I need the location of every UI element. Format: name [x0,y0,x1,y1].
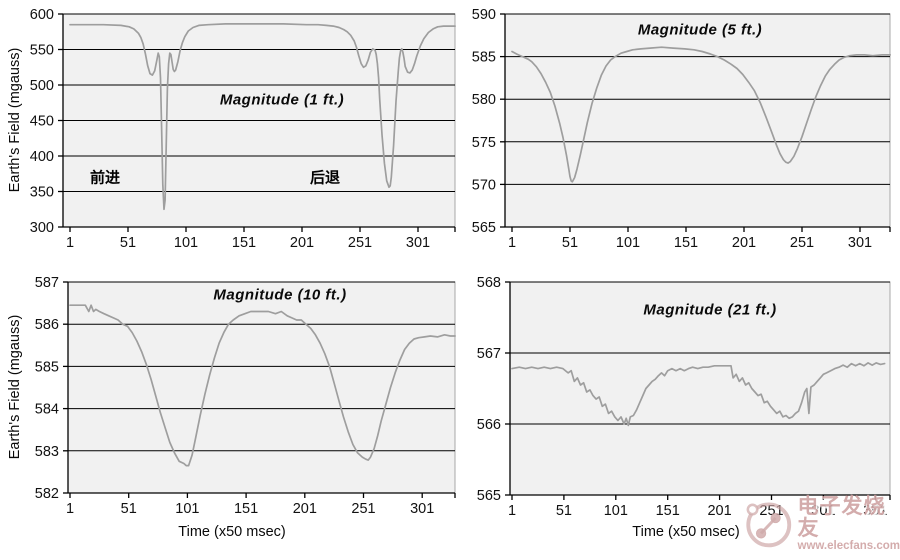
x-axis-title: Time (x50 msec) [178,524,286,540]
y-axis-title: Earth's Field (mgauss) [7,314,23,460]
y-axis-title: Earth's Field (mgauss) [7,47,23,193]
chart-panel-5ft: 565 570 575 580 585 590 1 51 101 151 201 251 301 Mag… [460,0,900,268]
x-tick-label: 301 [848,235,872,251]
y-tick-label: 585 [472,50,496,66]
y-tick-label: 565 [472,220,496,236]
y-tick-label: 582 [35,486,59,502]
y-tick-label: 500 [30,78,54,94]
y-tick-label: 583 [35,444,59,460]
y-tick-label: 580 [472,92,496,108]
data-line [511,362,886,427]
x-tick-label: 101 [616,235,640,251]
x-tick-label: 201 [707,503,731,519]
x-tick-label: 151 [234,501,258,517]
x-tick-label: 251 [790,235,814,251]
annotation-forward: 前进 [89,169,121,187]
x-tick-label: 151 [232,235,256,251]
x-tick-label: 51 [562,235,578,251]
y-tick-label: 568 [477,275,501,291]
y-tick-label: 400 [30,149,54,165]
x-tick-label: 1 [508,503,516,519]
x-axis-title: Time (x50 msec) [632,524,740,540]
y-tick-label: 350 [30,185,54,201]
x-tick-label: 201 [290,235,314,251]
x-tick-label: 251 [348,235,372,251]
x-tick-label: 151 [674,235,698,251]
y-tick-label: 587 [35,275,59,291]
x-tick-label: 251 [759,503,783,519]
plot-area [504,13,891,228]
y-tick-label: 450 [30,114,54,130]
x-tick-label: 301 [410,501,434,517]
y-tick-label: 550 [30,43,54,59]
x-tick-label: 51 [121,501,137,517]
x-tick-label: 1 [66,501,74,517]
y-tick-label: 300 [30,220,54,236]
data-line [69,304,456,467]
x-tick-label: 1 [508,235,516,251]
plot-area [67,281,456,494]
chart-panel-21ft: 565 566 567 568 1 51 101 151 201 251 301 351 Magnit… [460,270,900,560]
y-tick-label: 567 [477,346,501,362]
x-tick-label: 201 [732,235,756,251]
chart-title-10ft: Magnitude (10 ft.) [213,286,347,304]
y-tick-label: 584 [35,402,59,418]
chart-title-1ft: Magnitude (1 ft.) [219,91,345,109]
x-tick-label: 151 [656,503,680,519]
data-line [69,23,456,211]
y-tick-label: 586 [35,317,59,333]
y-tick-label: 585 [35,359,59,375]
x-tick-label: 301 [811,503,835,519]
y-tick-label: 570 [472,177,496,193]
y-tick-label: 575 [472,135,496,151]
x-tick-label: 101 [174,235,198,251]
x-tick-label: 351 [863,503,887,519]
y-tick-label: 600 [30,7,54,23]
x-tick-label: 51 [120,235,136,251]
y-tick-label: 565 [477,488,501,504]
x-tick-label: 1 [66,235,74,251]
x-tick-label: 251 [351,501,375,517]
x-tick-label: 51 [556,503,572,519]
chart-title-5ft: Magnitude (5 ft.) [637,21,763,39]
x-tick-label: 301 [406,235,430,251]
data-line [511,46,892,183]
y-tick-label: 566 [477,417,501,433]
x-tick-label: 101 [604,503,628,519]
chart-title-21ft: Magnitude (21 ft.) [643,301,777,319]
annotation-backward: 后退 [309,169,341,187]
chart-panel-1ft: 300 350 400 450 500 550 600 1 51 101 151 201 251 301 … [0,0,460,268]
x-tick-label: 201 [293,501,317,517]
plot-area [509,281,891,496]
chart-panel-10ft: 582 583 584 585 586 587 1 51 101 151 201 251 301 Ear… [0,270,460,560]
y-tick-label: 590 [472,7,496,23]
x-tick-label: 101 [175,501,199,517]
